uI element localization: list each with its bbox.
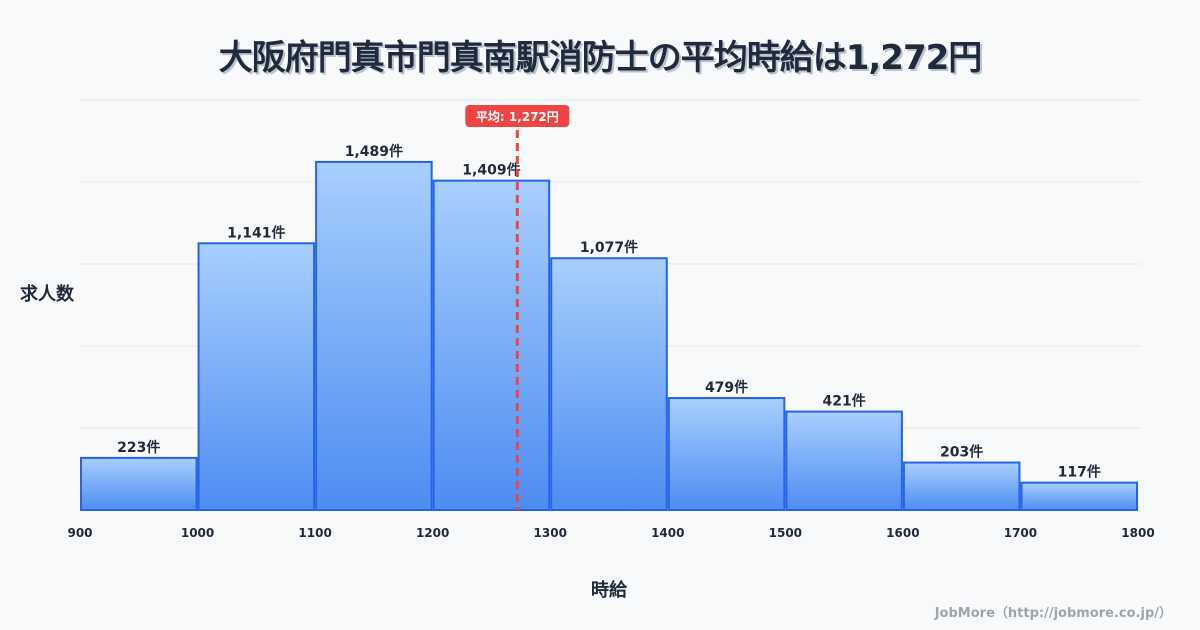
x-tick-label: 1800 [1121, 526, 1154, 540]
bar [1020, 481, 1139, 512]
x-tick-label: 1100 [298, 526, 331, 540]
data-label: 1,409件 [462, 162, 520, 179]
average-badge [465, 105, 570, 127]
bar [80, 456, 198, 512]
data-label: 1,489件 [345, 143, 403, 160]
y-axis-label: 求人数 [20, 284, 74, 305]
x-tick-label: 1500 [769, 526, 802, 540]
x-tick-label: 1600 [886, 526, 919, 540]
data-label: 1,077件 [580, 239, 638, 256]
x-tick-label: 1400 [651, 526, 684, 540]
bar [432, 179, 551, 511]
x-tick-label: 1700 [1004, 526, 1037, 540]
data-label: 117件 [1058, 464, 1101, 481]
bar [902, 461, 1021, 511]
x-tick-label: 900 [67, 526, 92, 540]
average-label: 平均: 1,272円 [476, 109, 559, 124]
x-tick-label: 1200 [416, 526, 449, 540]
data-label: 1,141件 [227, 224, 285, 241]
footer-credit: JobMore（http://jobmore.co.jp/） [934, 606, 1172, 621]
x-tick-label: 1300 [534, 526, 567, 540]
data-label: 421件 [822, 393, 865, 410]
data-label: 223件 [117, 439, 160, 456]
bar [315, 160, 433, 511]
x-axis-label: 時給 [591, 580, 627, 601]
bar [197, 242, 316, 512]
data-label: 203件 [940, 444, 983, 461]
bar [785, 410, 903, 511]
bar [667, 397, 786, 512]
chart-title: 大阪府門真市門真南駅消防士の平均時給は1,272円 [218, 38, 983, 78]
data-label: 479件 [705, 379, 748, 396]
x-tick-label: 1000 [181, 526, 214, 540]
bar [550, 257, 668, 512]
